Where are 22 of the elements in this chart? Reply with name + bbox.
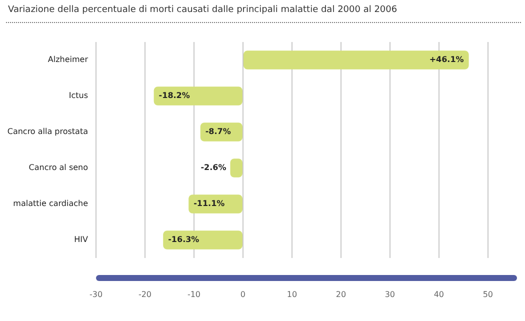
y-tick-label: Alzheimer (48, 55, 89, 64)
chart-title: Variazione della percentuale di morti causati dalle principali malattie dal 2000 al 2006 (8, 5, 398, 15)
x-tick-label: 10 (286, 290, 298, 299)
data-label: -18.2% (158, 91, 190, 100)
y-tick-label: malattie cardiache (13, 199, 88, 208)
x-tick-label: 0 (240, 290, 246, 299)
data-label: +46.1% (429, 55, 464, 64)
x-tick-label: 50 (482, 290, 494, 299)
y-tick-label: Ictus (68, 91, 88, 100)
x-tick-label: -30 (89, 290, 103, 299)
x-tick-label: -10 (187, 290, 201, 299)
y-tick-label: Cancro alla prostata (7, 127, 88, 136)
x-tick-label: -20 (138, 290, 152, 299)
data-label: -2.6% (200, 163, 226, 172)
x-tick-label: 30 (384, 290, 396, 299)
x-tick-label: 40 (434, 290, 444, 299)
y-tick-label: Cancro al seno (28, 163, 88, 172)
data-label: -16.3% (168, 235, 200, 244)
data-label: -11.1% (194, 199, 225, 208)
data-label: -8.7% (205, 127, 231, 136)
x-tick-label: 20 (336, 290, 346, 299)
y-tick-label: HIV (74, 235, 89, 244)
